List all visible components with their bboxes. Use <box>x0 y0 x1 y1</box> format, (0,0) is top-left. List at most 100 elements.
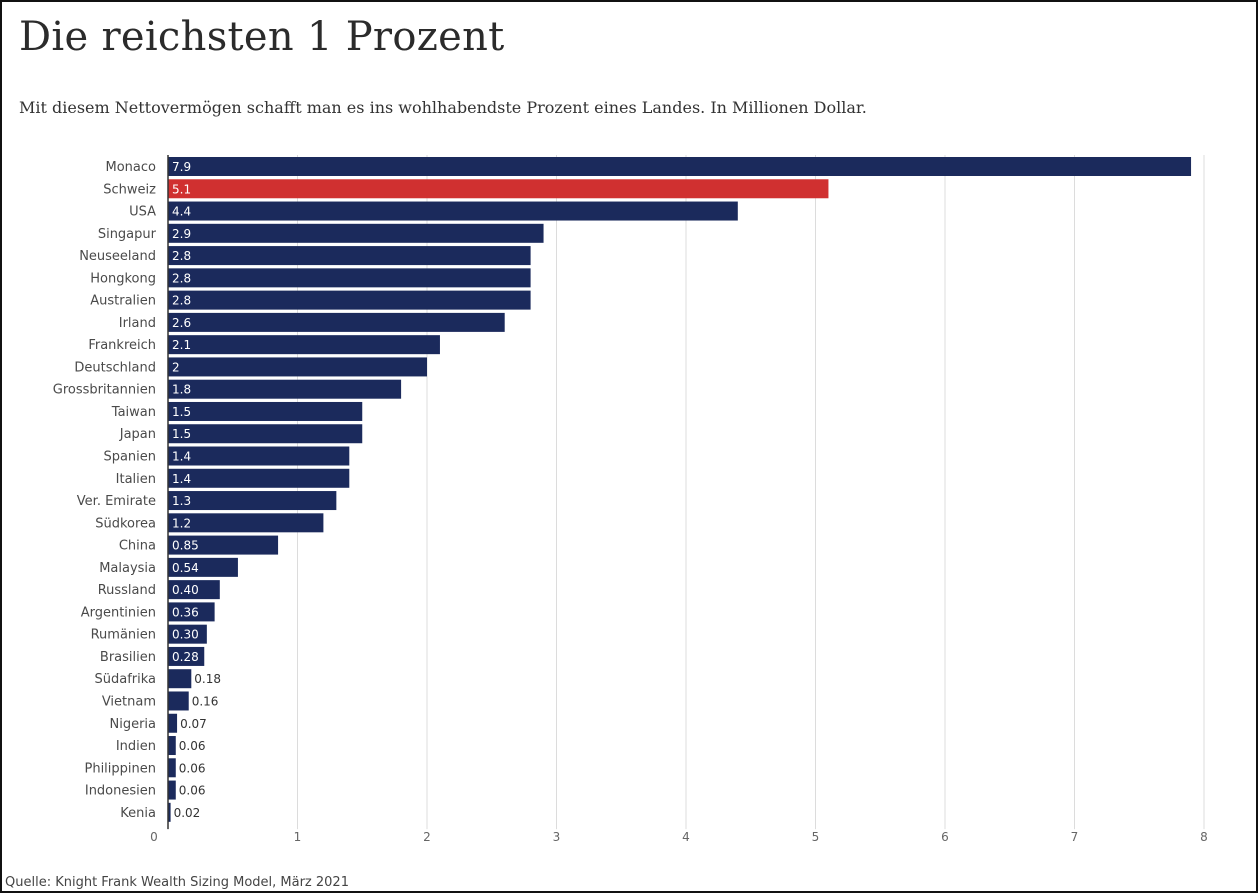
bar <box>168 179 829 199</box>
bar <box>168 268 531 288</box>
bar <box>168 736 176 756</box>
bar <box>168 646 205 666</box>
category-label: Brasilien <box>100 650 156 665</box>
category-label: Nigeria <box>109 717 156 732</box>
bar <box>168 580 220 600</box>
bar <box>168 157 1192 176</box>
value-label: 0.18 <box>194 672 221 686</box>
category-label: Hongkong <box>90 271 156 286</box>
category-label: Russland <box>98 583 156 598</box>
value-label: 2.8 <box>172 271 191 285</box>
bar <box>168 713 178 733</box>
category-label: Südkorea <box>95 516 156 531</box>
bar <box>168 424 363 444</box>
value-label: 0.28 <box>172 650 199 664</box>
tick-label: 7 <box>1071 830 1079 844</box>
tick-label: 1 <box>294 830 302 844</box>
bar <box>168 446 350 466</box>
category-label: Argentinien <box>81 605 156 620</box>
bar <box>168 624 207 644</box>
category-label: China <box>119 539 156 554</box>
category-label: Grossbritannien <box>53 383 156 398</box>
category-label: Italien <box>116 472 156 487</box>
category-label: Japan <box>119 427 156 442</box>
value-label: 2.9 <box>172 227 191 241</box>
bar <box>168 758 176 778</box>
bar <box>168 802 171 822</box>
bar <box>168 669 192 689</box>
value-label: 1.3 <box>172 494 191 508</box>
value-label: 1.8 <box>172 383 191 397</box>
bar <box>168 335 440 355</box>
bar <box>168 513 324 533</box>
bar <box>168 780 176 800</box>
value-label: 0.02 <box>174 806 201 820</box>
tick-label: 0 <box>150 830 158 844</box>
category-label: USA <box>129 205 156 220</box>
tick-label: 6 <box>941 830 949 844</box>
category-label: Monaco <box>106 160 157 175</box>
value-label: 5.1 <box>172 182 191 196</box>
value-label: 0.06 <box>179 761 206 775</box>
category-label: Malaysia <box>99 561 156 576</box>
bar <box>168 468 350 488</box>
bar <box>168 557 238 577</box>
category-label: Ver. Emirate <box>77 494 156 509</box>
bar <box>168 602 215 622</box>
category-label: Indonesien <box>85 784 156 799</box>
category-label: Philippinen <box>84 761 156 776</box>
chart-title: Die reichsten 1 Prozent <box>19 14 505 60</box>
value-label: 0.06 <box>179 739 206 753</box>
value-label: 1.4 <box>172 450 191 464</box>
value-label: 7.9 <box>172 160 191 174</box>
category-label: Australien <box>90 294 156 309</box>
value-label: 2.8 <box>172 294 191 308</box>
bar <box>168 312 505 332</box>
bar <box>168 223 544 243</box>
value-label: 2 <box>172 360 180 374</box>
value-label: 1.2 <box>172 516 191 530</box>
value-label: 0.54 <box>172 561 199 575</box>
bar <box>168 246 531 266</box>
bar <box>168 201 738 221</box>
category-label: Vietnam <box>102 694 156 709</box>
value-label: 2.1 <box>172 338 191 352</box>
source-note: Quelle: Knight Frank Wealth Sizing Model… <box>5 875 349 890</box>
category-label: Kenia <box>120 806 156 821</box>
category-label: Irland <box>119 316 156 331</box>
value-label: 1.5 <box>172 427 191 441</box>
tick-label: 3 <box>553 830 561 844</box>
bar <box>168 379 402 399</box>
bar <box>168 290 531 310</box>
category-label: Schweiz <box>103 182 156 197</box>
value-label: 1.5 <box>172 405 191 419</box>
value-label: 0.07 <box>180 717 207 731</box>
bar <box>168 357 427 377</box>
bar <box>168 691 189 711</box>
bar <box>168 401 363 421</box>
category-label: Deutschland <box>74 360 156 375</box>
category-label: Südafrika <box>94 672 156 687</box>
value-label: 0.40 <box>172 583 199 597</box>
tick-label: 8 <box>1200 830 1208 844</box>
value-label: 0.36 <box>172 605 199 619</box>
value-label: 1.4 <box>172 472 191 486</box>
category-label: Frankreich <box>88 338 156 353</box>
category-label: Taiwan <box>111 405 156 420</box>
bar <box>168 535 279 555</box>
tick-label: 5 <box>812 830 820 844</box>
category-label: Rumänien <box>91 628 156 643</box>
category-label: Spanien <box>103 450 156 465</box>
value-label: 0.30 <box>172 628 199 642</box>
value-label: 2.6 <box>172 316 191 330</box>
tick-label: 2 <box>423 830 431 844</box>
value-label: 4.4 <box>172 205 191 219</box>
category-label: Indien <box>116 739 156 754</box>
value-label: 0.16 <box>192 694 219 708</box>
tick-label: 4 <box>682 830 690 844</box>
category-label: Neuseeland <box>79 249 156 264</box>
bar <box>168 491 337 511</box>
value-label: 0.06 <box>179 784 206 798</box>
